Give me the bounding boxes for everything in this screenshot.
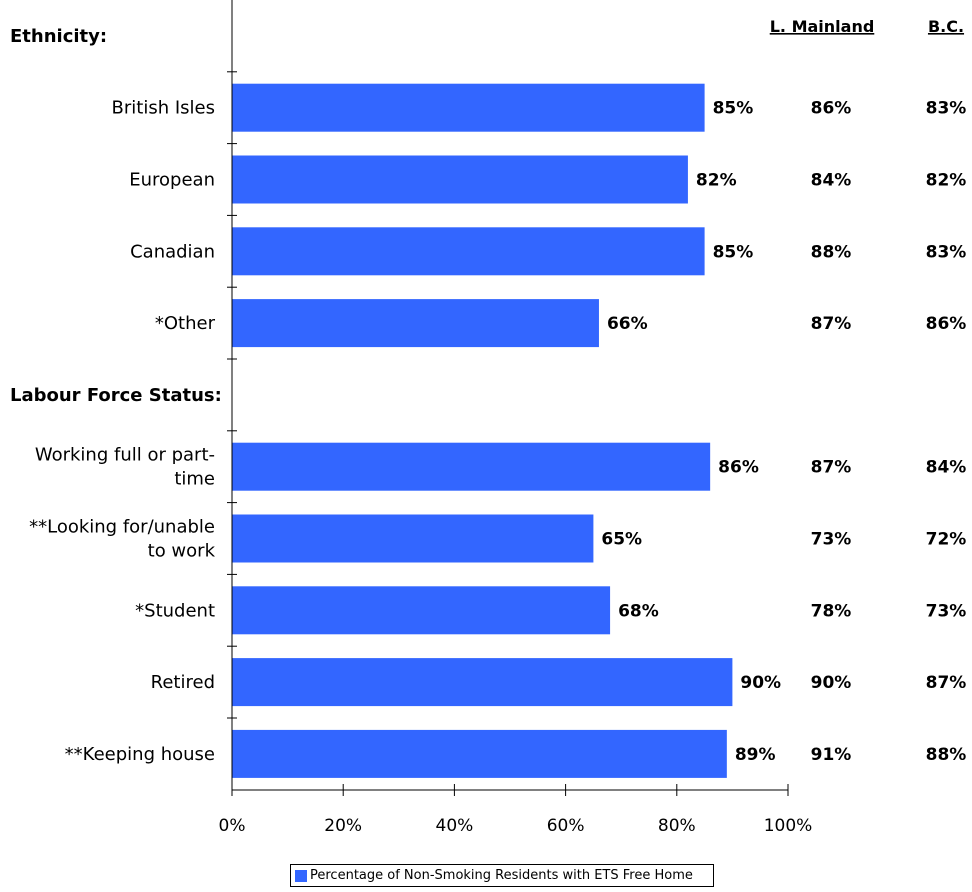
mainland-value-1-0: 87% bbox=[811, 458, 852, 478]
bc-value-1-4: 88% bbox=[926, 745, 967, 765]
bc-value-0-1: 82% bbox=[926, 171, 967, 191]
category-label-line: Working full or part- bbox=[35, 445, 215, 466]
bc-value-1-3: 87% bbox=[926, 673, 967, 693]
bar-value-label-1-2: 68% bbox=[618, 601, 659, 621]
category-label-line: *Other bbox=[155, 313, 216, 334]
column-header-mainland: L. Mainland bbox=[770, 17, 875, 36]
bar-0-2 bbox=[232, 227, 705, 276]
x-tick-label-4: 80% bbox=[658, 816, 696, 836]
bc-value-1-2: 73% bbox=[926, 601, 967, 621]
bar-1-2 bbox=[232, 586, 611, 635]
mainland-value-1-4: 91% bbox=[811, 745, 852, 765]
bar-1-4 bbox=[232, 729, 727, 778]
x-tick-label-0: 0% bbox=[219, 816, 246, 836]
mainland-value-0-1: 84% bbox=[811, 171, 852, 191]
bc-value-0-2: 83% bbox=[926, 242, 967, 262]
legend-label: Percentage of Non-Smoking Residents with… bbox=[310, 868, 693, 883]
mainland-value-0-0: 86% bbox=[811, 99, 852, 119]
x-tick-label-5: 100% bbox=[764, 816, 813, 836]
bar-value-label-1-4: 89% bbox=[735, 745, 776, 765]
category-label-1-2: *Student bbox=[135, 600, 215, 621]
bar-value-label-0-3: 66% bbox=[607, 314, 648, 334]
category-label-line: time bbox=[174, 469, 215, 490]
bc-value-0-3: 86% bbox=[926, 314, 967, 334]
mainland-value-0-2: 88% bbox=[811, 242, 852, 262]
category-label-1-4: **Keeping house bbox=[65, 744, 215, 765]
bar-1-3 bbox=[232, 658, 733, 707]
category-label-1-0: Working full or part-time bbox=[35, 445, 215, 490]
mainland-value-1-1: 73% bbox=[811, 530, 852, 550]
bar-1-1 bbox=[232, 514, 594, 563]
x-tick-label-2: 40% bbox=[436, 816, 474, 836]
bar-value-label-0-0: 85% bbox=[713, 99, 754, 119]
category-label-line: Canadian bbox=[130, 241, 215, 262]
bar-1-0 bbox=[232, 442, 711, 491]
bar-value-label-0-2: 85% bbox=[713, 242, 754, 262]
bc-value-0-0: 83% bbox=[926, 99, 967, 119]
bar-0-0 bbox=[232, 83, 705, 132]
bar-0-1 bbox=[232, 155, 688, 204]
bc-value-1-1: 72% bbox=[926, 530, 967, 550]
category-label-line: **Keeping house bbox=[65, 744, 215, 765]
bar-value-label-1-0: 86% bbox=[718, 458, 759, 478]
category-label-1-1: **Looking for/unable to work bbox=[29, 517, 215, 562]
category-label-line: British Isles bbox=[112, 98, 215, 119]
category-label-line: European bbox=[129, 170, 215, 191]
x-tick-label-3: 60% bbox=[547, 816, 585, 836]
category-label-line: *Student bbox=[135, 600, 215, 621]
category-label-0-1: European bbox=[129, 170, 215, 191]
bar-chart: L. Mainland B.C. Ethnicity: 85% 86% 83% Britis… bbox=[10, 0, 967, 836]
x-tick-label-1: 20% bbox=[324, 816, 362, 836]
category-label-0-0: British Isles bbox=[112, 98, 215, 119]
bar-0-3 bbox=[232, 299, 599, 348]
bar-value-label-0-1: 82% bbox=[696, 171, 737, 191]
category-label-line: to work bbox=[148, 541, 216, 562]
legend: Percentage of Non-Smoking Residents with… bbox=[290, 864, 714, 887]
bar-value-label-1-3: 90% bbox=[740, 673, 781, 693]
category-label-1-3: Retired bbox=[151, 672, 215, 693]
bar-value-label-1-1: 65% bbox=[601, 530, 642, 550]
bc-value-1-0: 84% bbox=[926, 458, 967, 478]
column-header-bc: B.C. bbox=[928, 17, 964, 36]
category-label-0-3: *Other bbox=[155, 313, 216, 334]
category-label-line: Retired bbox=[151, 672, 215, 693]
legend-swatch bbox=[295, 869, 307, 882]
mainland-value-1-3: 90% bbox=[811, 673, 852, 693]
category-label-line: **Looking for/unable bbox=[29, 517, 215, 538]
category-label-0-2: Canadian bbox=[130, 241, 215, 262]
section-title-0: Ethnicity: bbox=[10, 26, 107, 47]
mainland-value-0-3: 87% bbox=[811, 314, 852, 334]
mainland-value-1-2: 78% bbox=[811, 601, 852, 621]
section-title-1: Labour Force Status: bbox=[10, 385, 222, 406]
